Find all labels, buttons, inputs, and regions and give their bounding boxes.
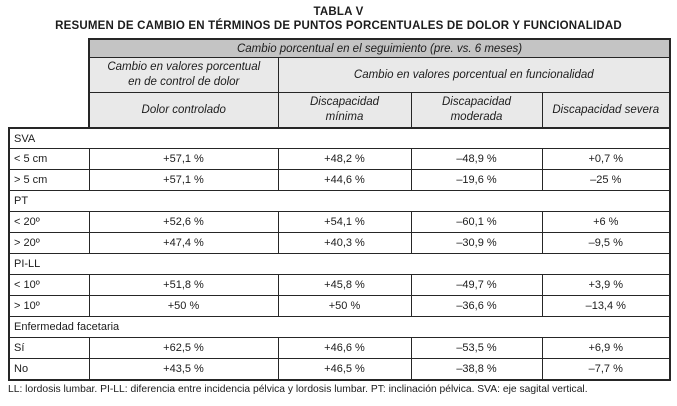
table-cell: +47,4 % xyxy=(88,232,279,255)
table-row: > 5 cm +57,1 % +44,6 % –19,6 % –25 % xyxy=(8,169,672,192)
row-label: < 5 cm xyxy=(8,148,90,171)
table-cell: +45,8 % xyxy=(277,274,412,297)
table-cell: +57,1 % xyxy=(88,169,279,192)
table-row: > 10º +50 % +50 % –36,6 % –13,4 % xyxy=(8,295,672,318)
table-row: Sí +62,5 % +46,6 % –53,5 % +6,9 % xyxy=(8,337,672,360)
section-row-pt: PT xyxy=(7,190,672,213)
table-cell: +43,5 % xyxy=(88,358,279,381)
table-title: RESUMEN DE CAMBIO EN TÉRMINOS DE PUNTOS … xyxy=(55,20,622,33)
table-footnote: LL: lordosis lumbar. PI-LL: diferencia e… xyxy=(8,383,588,395)
section-header: PT xyxy=(7,190,672,213)
table-cell: –9,5 % xyxy=(541,232,672,255)
table-cell: –53,5 % xyxy=(410,337,543,360)
table-cell: –60,1 % xyxy=(410,211,543,234)
table-cell: +62,5 % xyxy=(88,337,279,360)
table-row: < 5 cm +57,1 % +48,2 % –48,9 % +0,7 % xyxy=(8,148,672,171)
section-header: PI-LL xyxy=(7,253,672,276)
section-row-pill: PI-LL xyxy=(7,253,672,276)
table-cell: +51,8 % xyxy=(88,274,279,297)
table-number: TABLA V xyxy=(313,6,364,18)
table-cell: –49,7 % xyxy=(410,274,543,297)
table-cell: +52,6 % xyxy=(88,211,279,234)
table-cell: –30,9 % xyxy=(410,232,543,255)
header-blank-cell xyxy=(9,57,89,93)
section-row-facetaria: Enfermedad facetaria xyxy=(7,316,672,339)
header-blank-cell xyxy=(9,92,89,128)
row-label: < 10º xyxy=(8,274,90,297)
results-table: Cambio porcentual en el seguimiento (pre… xyxy=(7,37,672,381)
section-header: Enfermedad facetaria xyxy=(7,316,672,339)
section-row-sva: SVA xyxy=(7,126,672,150)
header-pain-group: Cambio en valores porcentual en de contr… xyxy=(88,57,279,94)
header-followup-span: Cambio porcentual en el seguimiento (pre… xyxy=(87,37,672,59)
table-row: < 20º +52,6 % +54,1 % –60,1 % +6 % xyxy=(8,211,672,234)
table-cell: –38,8 % xyxy=(410,358,543,381)
row-label: > 10º xyxy=(8,295,90,318)
header-row-groups: Cambio en valores porcentual en de contr… xyxy=(9,57,672,94)
row-label: < 20º xyxy=(8,211,90,234)
table-cell: +3,9 % xyxy=(541,274,672,297)
table-cell: +6 % xyxy=(541,211,672,234)
table-cell: +40,3 % xyxy=(277,232,412,255)
row-label: > 20º xyxy=(8,232,90,255)
row-label: > 5 cm xyxy=(8,169,90,192)
row-label: No xyxy=(8,358,90,381)
table-cell: +6,9 % xyxy=(541,337,672,360)
table-cell: +50 % xyxy=(277,295,412,318)
table-cell: –7,7 % xyxy=(541,358,672,381)
column-header-discapacidad-minima: Discapacidad mínima xyxy=(277,92,412,129)
table-cell: +0,7 % xyxy=(541,148,672,171)
table-cell: +57,1 % xyxy=(88,148,279,171)
row-label: Sí xyxy=(8,337,90,360)
header-row-columns: Dolor controlado Discapacidad mínima Dis… xyxy=(9,92,672,129)
table-cell: +46,6 % xyxy=(277,337,412,360)
table-cell: +50 % xyxy=(88,295,279,318)
table-cell: –48,9 % xyxy=(410,148,543,171)
table-cell: +54,1 % xyxy=(277,211,412,234)
column-header-discapacidad-moderada: Discapacidad moderada xyxy=(410,92,543,129)
table-row: < 10º +51,8 % +45,8 % –49,7 % +3,9 % xyxy=(8,274,672,297)
table-caption: TABLA V RESUMEN DE CAMBIO EN TÉRMINOS DE… xyxy=(0,0,677,34)
table-cell: –13,4 % xyxy=(541,295,672,318)
section-header: SVA xyxy=(7,126,672,150)
table-cell: +46,5 % xyxy=(277,358,412,381)
table-cell: +44,6 % xyxy=(277,169,412,192)
column-header-discapacidad-severa: Discapacidad severa xyxy=(541,92,672,129)
header-blank-cell xyxy=(9,38,89,58)
table-cell: –19,6 % xyxy=(410,169,543,192)
table-cell: +48,2 % xyxy=(277,148,412,171)
column-header-dolor-controlado: Dolor controlado xyxy=(88,92,279,129)
table-row: No +43,5 % +46,5 % –38,8 % –7,7 % xyxy=(8,358,672,381)
header-function-group: Cambio en valores porcentual en funciona… xyxy=(277,57,672,94)
table-row: > 20º +47,4 % +40,3 % –30,9 % –9,5 % xyxy=(8,232,672,255)
header-row-top: Cambio porcentual en el seguimiento (pre… xyxy=(9,37,672,59)
table-cell: –25 % xyxy=(541,169,672,192)
table-cell: –36,6 % xyxy=(410,295,543,318)
